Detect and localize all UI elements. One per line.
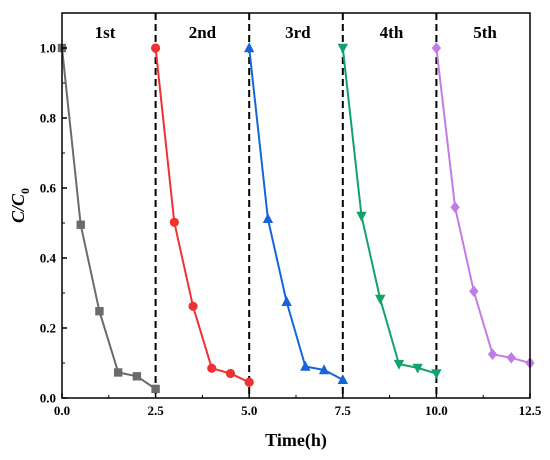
data-point-circle [188, 301, 198, 311]
series-line-3 [248, 47, 344, 381]
data-point-circle [151, 43, 161, 53]
data-point-triangle-up [244, 42, 255, 53]
data-point-diamond [469, 285, 479, 297]
y-tick-label: 0.8 [40, 111, 57, 126]
y-tick-label: 0.6 [40, 181, 57, 196]
data-point-diamond [450, 201, 460, 213]
data-point-triangle-up [318, 364, 330, 375]
y-tick-label: 0.0 [40, 391, 56, 406]
cycle-label: 2nd [189, 23, 217, 42]
axes: 0.0 2.5 5.0 7.5 10.0 12.5 0.0 0.2 0.4 0.6 0.8 1.0 Ti… [8, 12, 542, 451]
cycle-label: 5th [473, 23, 497, 42]
data-point-triangle-up [262, 213, 274, 223]
data-point-circle [207, 363, 217, 373]
series-line-1 [61, 47, 157, 390]
data-point-triangle-down [375, 294, 386, 305]
data-point-square [76, 220, 85, 229]
data-point-triangle-down [356, 211, 367, 222]
x-tick-label: 5.0 [241, 403, 257, 418]
cycle-label: 4th [380, 23, 404, 42]
y-tick-label: 0.4 [40, 251, 57, 266]
cycle-label: 3rd [285, 23, 311, 42]
data-point-triangle-down [431, 369, 442, 380]
series-line-2 [154, 47, 250, 384]
y-tick-label: 1.0 [40, 41, 56, 56]
plot-area: 1st 2nd 3rd 4th 5th [95, 13, 497, 398]
data-point-triangle-down [412, 363, 423, 374]
data-point-circle [225, 368, 236, 379]
data-point-triangle-up [300, 360, 311, 371]
x-tick-label: 2.5 [147, 403, 164, 418]
data-point-square [95, 307, 104, 316]
data-point-diamond [487, 348, 498, 360]
x-tick-label: 0.0 [54, 403, 70, 418]
data-point-diamond [506, 352, 516, 364]
y-axis-title-main: C/C [8, 193, 28, 223]
y-axis-title-subscript: 0 [18, 188, 32, 194]
cycle-label: 1st [95, 23, 116, 42]
y-tick-label: 0.2 [40, 321, 56, 336]
data-point-square [151, 384, 160, 394]
data-series [57, 42, 535, 394]
data-point-circle [244, 377, 254, 387]
data-point-circle [169, 217, 179, 227]
data-point-triangle-up [281, 296, 292, 306]
x-tick-label: 10.0 [425, 403, 448, 418]
series-line-5 [435, 47, 531, 364]
x-tick-label: 7.5 [335, 403, 352, 418]
data-point-diamond [431, 42, 442, 54]
data-point-triangle-down [393, 359, 405, 370]
data-point-triangle-up [337, 374, 348, 384]
y-axis-title: C/C0 [8, 188, 32, 223]
data-point-square [113, 368, 123, 377]
data-point-square [132, 372, 142, 381]
x-tick-label: 12.5 [519, 403, 542, 418]
x-axis-title: Time(h) [265, 430, 327, 451]
data-point-triangle-down [337, 43, 348, 54]
plot-frame [61, 12, 531, 399]
series-line-4 [341, 47, 437, 375]
